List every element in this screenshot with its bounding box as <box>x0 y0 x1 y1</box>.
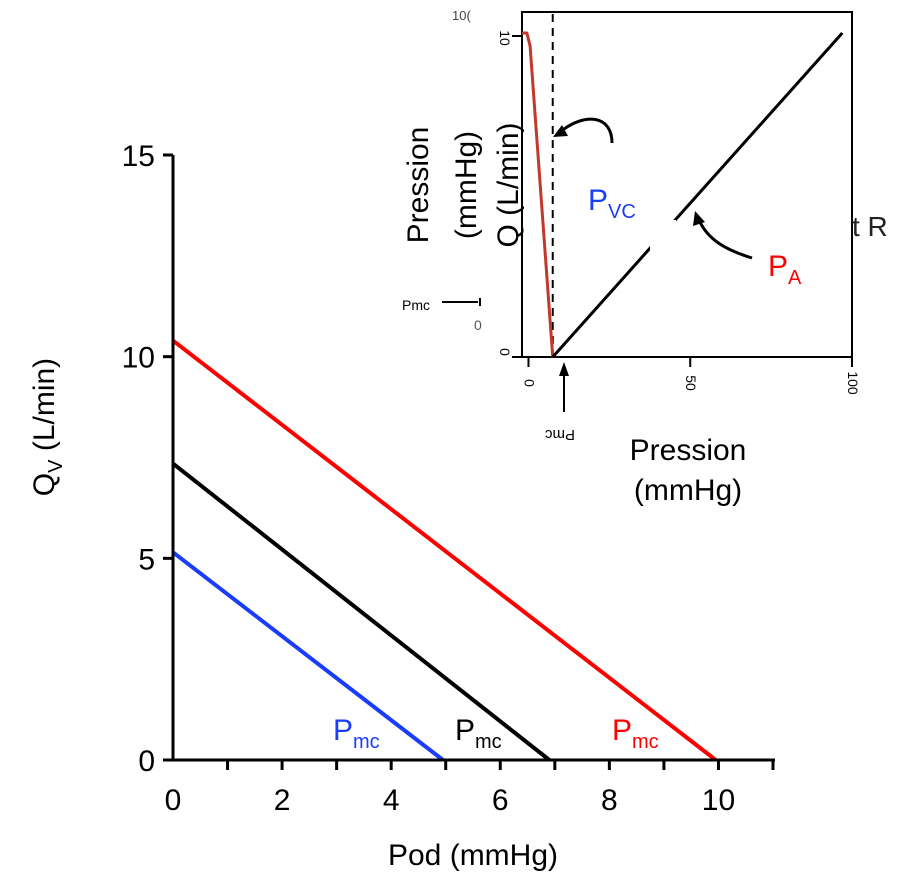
main-series-line-1 <box>171 461 551 762</box>
series-label-black: Pmc <box>455 714 502 753</box>
inset-ylabel-front: Q (L/min) <box>492 122 525 247</box>
x-axis-label: Pod (mmHg) <box>388 839 558 872</box>
main-series-line-0 <box>171 550 445 762</box>
y-axis-label: QV (L/min) <box>28 358 67 496</box>
inset-top-tick-fragment: 10( <box>452 8 471 23</box>
clipped-text-fragment: t R <box>852 211 888 242</box>
x-tick-label: 4 <box>383 784 400 817</box>
main-chart: 0 5 10 15 0 2 4 6 8 10 Pod (mmHg) QV (L/min) Pmc… <box>28 140 775 872</box>
pmc-bottom-arrow-head <box>559 362 569 376</box>
inset-zero-ghost: 0 <box>474 317 482 333</box>
inset-ylabel-back-1: Pression <box>402 127 435 244</box>
series-label-blue: Pmc <box>333 714 380 753</box>
y-tick-label: 0 <box>138 745 155 778</box>
arrow-to-pvc <box>559 117 614 144</box>
y-axis-label-unit: (L/min) <box>28 358 61 460</box>
inset-chart: 10( t R 0 10 0 Pmc Pression (mmHg) Q (L/… <box>402 8 888 550</box>
y-ticks: 0 5 10 15 <box>122 140 173 778</box>
x-ticks: 0 2 4 6 8 10 <box>165 760 775 817</box>
inset-background <box>460 10 855 550</box>
inset-x-tick-label: 50 <box>683 375 699 391</box>
y-tick-label: 10 <box>122 342 155 375</box>
x-tick-label: 10 <box>702 784 735 817</box>
inset-series-line-1 <box>551 32 844 358</box>
inset-xlabel-line2: (mmHg) <box>634 474 742 507</box>
x-tick-label: 0 <box>165 784 182 817</box>
main-series-line-2 <box>171 338 717 762</box>
x-tick-label: 2 <box>274 784 291 817</box>
y-tick-label: 15 <box>122 140 155 173</box>
inset-series-line-0 <box>522 31 555 358</box>
x-tick-label: 8 <box>601 784 618 817</box>
inset-pmc-bottom-label: Pmc <box>545 426 576 443</box>
arrow-to-pa <box>697 219 753 260</box>
inset-ylabel-back-2: (mmHg) <box>450 131 483 239</box>
inset-x-tick-label: 0 <box>521 379 537 387</box>
main-series-group <box>171 338 717 762</box>
inset-ytick-10: 10 <box>497 30 513 46</box>
arrow-to-pa-head <box>693 211 705 226</box>
pa-line-gap <box>650 220 676 250</box>
inset-series-group <box>522 14 844 358</box>
series-label-red: Pmc <box>612 714 659 753</box>
inset-label-pa: PA <box>768 250 802 289</box>
inset-frame <box>521 11 853 358</box>
inset-xlabel-line1: Pression <box>630 434 747 467</box>
inset-x-ticks: 0 50 100 <box>521 357 861 395</box>
inset-x-tick-label: 100 <box>845 371 861 395</box>
y-tick-label: 5 <box>138 543 155 576</box>
inset-pmc-left-label: Pmc <box>402 297 430 313</box>
inset-label-pvc: PVC <box>588 184 636 223</box>
inset-ytick-0: 0 <box>497 348 513 356</box>
y-axis-label-subscript: V <box>45 459 67 473</box>
arrow-to-pvc-head <box>553 125 568 137</box>
x-tick-label: 6 <box>492 784 509 817</box>
